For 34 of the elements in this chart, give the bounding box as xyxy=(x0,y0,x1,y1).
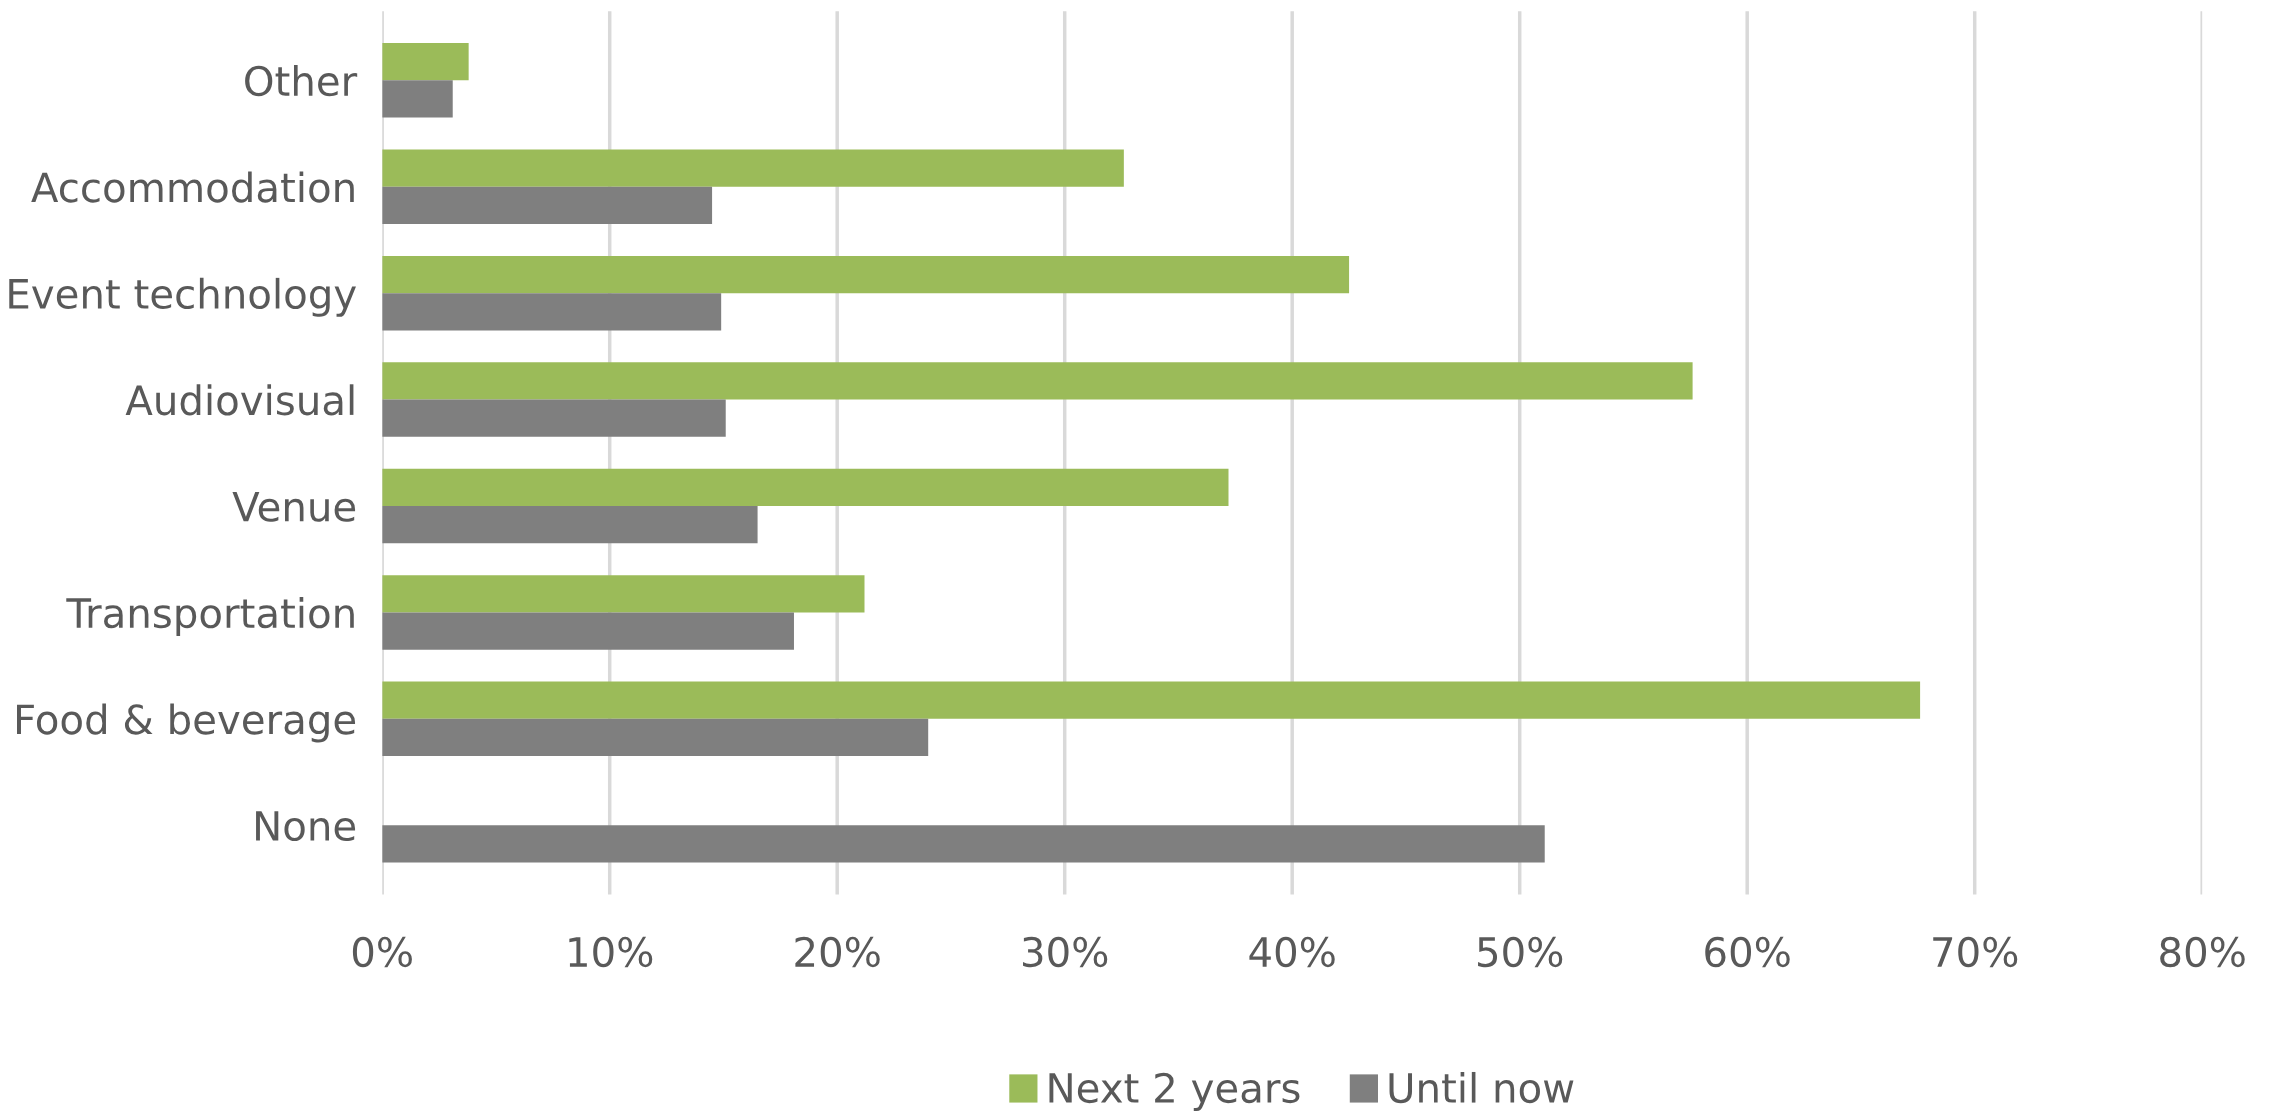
x-tick-label: 10% xyxy=(569,936,653,968)
y-tick-label: Transportation xyxy=(66,597,354,637)
bar xyxy=(382,362,1693,400)
y-tick-label: Audiovisual xyxy=(125,384,354,416)
legend-label: Until now xyxy=(1389,1071,1574,1104)
x-tick-label: 60% xyxy=(1705,936,1790,968)
bar xyxy=(382,575,865,613)
x-tick-label: 20% xyxy=(795,936,880,968)
x-tick-label: 40% xyxy=(1249,936,1335,968)
y-tick-label: Venue xyxy=(232,491,356,522)
bar xyxy=(382,468,1229,506)
bar xyxy=(382,255,1350,294)
x-tick-label: 0% xyxy=(352,936,412,968)
bar xyxy=(382,293,722,331)
bar xyxy=(382,186,713,224)
y-tick-label: Accommodation xyxy=(31,171,354,203)
bar xyxy=(382,43,469,81)
legend-label: Next 2 years xyxy=(1049,1072,1300,1111)
bar xyxy=(382,399,726,437)
x-tick-label: 80% xyxy=(2160,936,2245,968)
x-tick-label: 50% xyxy=(1478,936,1563,968)
y-tick-label: Food & beverage xyxy=(17,703,356,743)
bar xyxy=(382,80,453,118)
bar xyxy=(382,718,929,757)
y-tick-label: None xyxy=(256,811,356,842)
bar xyxy=(382,149,1124,187)
bar xyxy=(382,612,794,650)
bar xyxy=(382,506,758,544)
x-tick-label: 30% xyxy=(1023,936,1108,968)
y-tick-label: Event technology xyxy=(9,277,356,317)
bar xyxy=(382,825,1545,863)
x-tick-label: 70% xyxy=(1933,936,2018,968)
y-tick-label: Other xyxy=(245,65,358,97)
bar xyxy=(382,681,1921,719)
